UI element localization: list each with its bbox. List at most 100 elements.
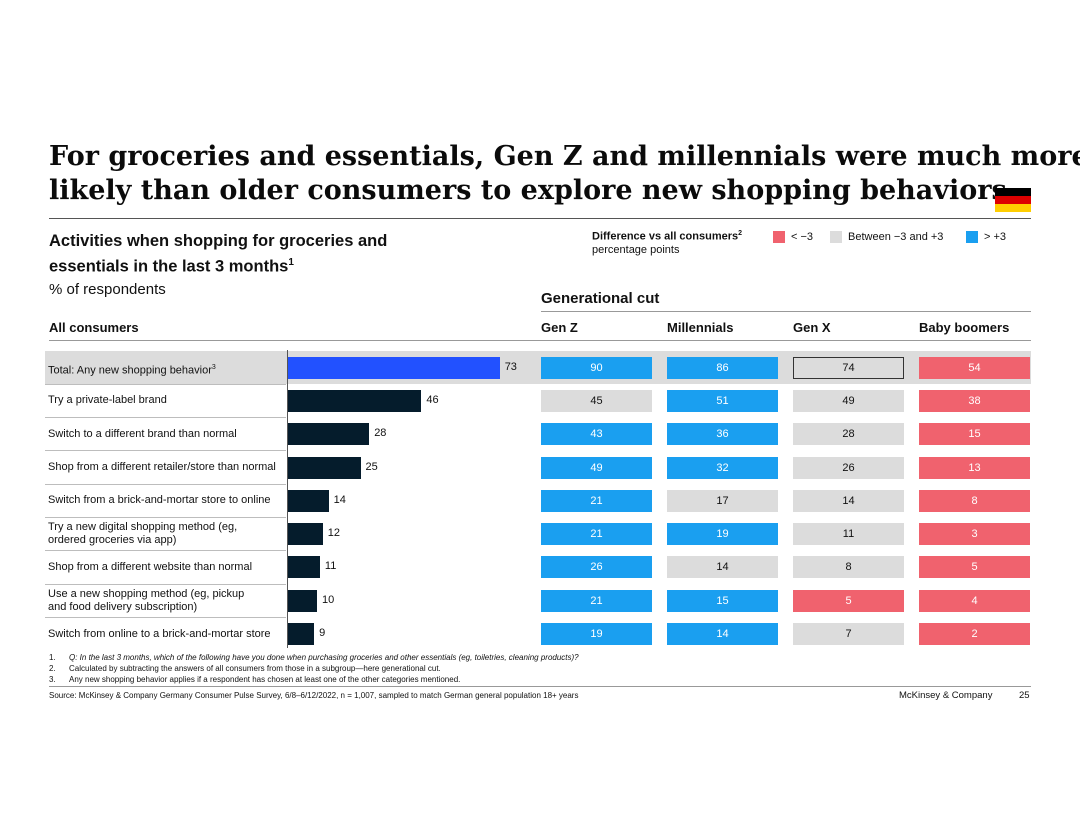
legend-item-high: > +3 xyxy=(966,231,1006,243)
category-label-try-a-private-label-brand: Try a private-label brand xyxy=(48,394,284,407)
cell-gen-x: 5 xyxy=(793,589,904,612)
category-label-switch-from-online-to-a-brick-and-mortar: Switch from online to a brick-and-mortar… xyxy=(48,628,284,641)
category-label-use-a-new-shopping-method-eg-pickup-and-: Use a new shopping method (eg, pickup and… xyxy=(48,588,284,614)
legend-label-mid: Between −3 and +3 xyxy=(848,231,944,243)
footnote-text: Any new shopping behavior applies if a r… xyxy=(69,675,461,684)
row-separator xyxy=(45,383,286,385)
chart-title-line-1: Activities when shopping for groceries a… xyxy=(49,232,388,250)
cell-gen-z: 21 xyxy=(541,489,652,512)
bar-try-a-private-label-brand xyxy=(288,389,422,412)
row-separator xyxy=(45,417,286,419)
column-header-millennials: Millennials xyxy=(667,320,734,335)
category-label-switch-to-a-different-brand-than-normal: Switch to a different brand than normal xyxy=(48,428,284,441)
bar-shop-from-a-different-retailer-store-tha xyxy=(288,456,361,479)
cell-gen-z: 45 xyxy=(541,389,652,412)
cell-millennials: 15 xyxy=(667,589,778,612)
bar-switch-from-online-to-a-brick-and-mortar xyxy=(288,623,315,646)
cell-baby-boomers: 15 xyxy=(919,423,1030,446)
cell-gen-x: 74 xyxy=(793,356,904,379)
generational-cut-rule xyxy=(541,311,1031,312)
cell-millennials: 51 xyxy=(667,389,778,412)
flag-stripe-black xyxy=(995,188,1031,196)
cell-millennials: 14 xyxy=(667,623,778,646)
legend-label-high: > +3 xyxy=(984,231,1007,243)
bar-switch-to-a-different-brand-than-normal xyxy=(288,423,370,446)
cell-baby-boomers: 4 xyxy=(919,589,1030,612)
row-separator xyxy=(45,583,286,585)
cell-gen-z: 21 xyxy=(541,523,652,546)
cell-millennials: 32 xyxy=(667,456,778,479)
category-label-line: Shop from a different website than norma… xyxy=(48,560,253,573)
category-label-line: Switch from a brick-and-mortar store to … xyxy=(48,494,271,507)
footer-divider xyxy=(49,686,1031,687)
category-label-total-any-new-shopping-behavior: Total: Any new shopping behavior3 xyxy=(48,361,284,378)
bar-use-a-new-shopping-method-eg-pickup-and- xyxy=(288,589,317,612)
bar-value-label: 25 xyxy=(365,460,378,473)
footnote-3: 3. Any new shopping behavior applies if a… xyxy=(49,674,579,685)
row-separator xyxy=(45,483,286,485)
bar-value-label: 12 xyxy=(327,527,341,540)
legend-swatch-high xyxy=(966,231,978,243)
legend-subtitle: percentage points xyxy=(592,244,680,256)
cell-gen-z: 21 xyxy=(541,589,652,612)
category-label-shop-from-a-different-retailer-store-tha: Shop from a different retailer/store tha… xyxy=(48,461,284,474)
cell-millennials: 14 xyxy=(667,556,778,579)
footnote-text: Q: In the last 3 months, which of the fo… xyxy=(69,653,579,662)
footnote-2: 2. Calculated by subtracting the answers … xyxy=(49,663,579,674)
units-label: % of respondents xyxy=(49,281,166,298)
legend-title: Difference vs all consumers2 xyxy=(592,230,742,243)
footnote-1: 1. Q: In the last 3 months, which of the … xyxy=(49,652,579,663)
legend-swatch-low xyxy=(773,231,785,243)
category-label-line: Shop from a different retailer/store tha… xyxy=(48,461,276,474)
category-label-footnote: 3 xyxy=(211,364,216,372)
legend-item-mid: Between −3 and +3 xyxy=(830,231,943,243)
cell-millennials: 86 xyxy=(667,356,778,379)
header-divider xyxy=(49,340,1031,341)
cell-baby-boomers: 2 xyxy=(919,623,1030,646)
cell-baby-boomers: 38 xyxy=(919,389,1030,412)
legend-swatch-mid xyxy=(830,231,842,243)
cell-gen-x: 28 xyxy=(793,423,904,446)
column-header-baby-boomers: Baby boomers xyxy=(919,320,1010,335)
cell-gen-x: 11 xyxy=(793,523,904,546)
bar-try-a-new-digital-shopping-method-eg-ord xyxy=(288,523,323,546)
cell-baby-boomers: 5 xyxy=(919,556,1030,579)
cell-millennials: 17 xyxy=(667,489,778,512)
bar-axis xyxy=(287,350,288,648)
footnotes: 1. Q: In the last 3 months, which of the … xyxy=(49,652,579,685)
bar-switch-from-a-brick-and-mortar-store-to- xyxy=(288,489,329,512)
cell-gen-z: 26 xyxy=(541,556,652,579)
cell-millennials: 19 xyxy=(667,523,778,546)
category-label-line: Try a private-label brand xyxy=(48,394,167,407)
bar-value-label: 10 xyxy=(322,593,335,606)
footnote-number: 2. xyxy=(49,664,56,673)
cell-baby-boomers: 54 xyxy=(919,356,1030,379)
cell-gen-z: 49 xyxy=(541,456,652,479)
source-note: Source: McKinsey & Company Germany Consu… xyxy=(49,691,579,700)
legend-title-footnote: 2 xyxy=(738,230,743,237)
row-separator xyxy=(45,550,286,552)
chart-title: Activities when shopping for groceries a… xyxy=(49,230,387,278)
bar-value-label: 73 xyxy=(504,360,517,373)
cell-gen-x: 26 xyxy=(793,456,904,479)
germany-flag-icon xyxy=(995,188,1031,212)
cell-millennials: 36 xyxy=(667,423,778,446)
category-label-line: ordered groceries via app) xyxy=(48,534,177,547)
footnote-text: Calculated by subtracting the answers of… xyxy=(69,664,441,673)
generational-cut-heading: Generational cut xyxy=(541,290,660,307)
row-separator xyxy=(45,616,286,618)
bar-value-label: 9 xyxy=(319,627,326,640)
bar-value-label: 14 xyxy=(333,493,346,506)
bar-shop-from-a-different-website-than-norma xyxy=(288,556,320,579)
bar-value-label: 28 xyxy=(374,427,387,440)
chart-title-footnote: 1 xyxy=(288,257,294,268)
footnote-number: 1. xyxy=(49,653,56,662)
category-label-line: Try a new digital shopping method (eg, xyxy=(48,521,238,534)
legend-item-low: < −3 xyxy=(773,231,813,243)
cell-gen-z: 19 xyxy=(541,623,652,646)
chart-title-line-2: essentials in the last 3 months xyxy=(49,257,289,276)
cell-gen-x: 7 xyxy=(793,623,904,646)
cell-baby-boomers: 8 xyxy=(919,489,1030,512)
category-label-line: Total: Any new shopping behavior xyxy=(48,364,212,377)
category-label-try-a-new-digital-shopping-method-eg-ord: Try a new digital shopping method (eg, or… xyxy=(48,521,284,547)
